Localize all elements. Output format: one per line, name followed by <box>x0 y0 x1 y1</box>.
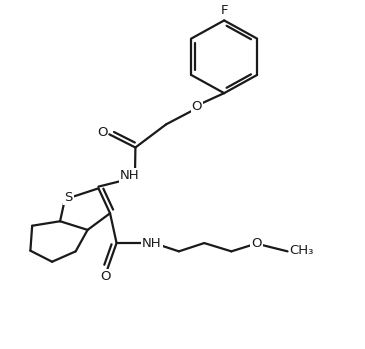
Text: NH: NH <box>120 169 140 182</box>
Text: O: O <box>100 270 111 283</box>
Text: F: F <box>220 4 228 17</box>
Text: O: O <box>251 237 262 250</box>
Text: NH: NH <box>142 237 162 250</box>
Text: O: O <box>97 126 107 140</box>
Text: CH₃: CH₃ <box>289 244 314 257</box>
Text: S: S <box>64 191 73 203</box>
Text: O: O <box>192 101 202 113</box>
